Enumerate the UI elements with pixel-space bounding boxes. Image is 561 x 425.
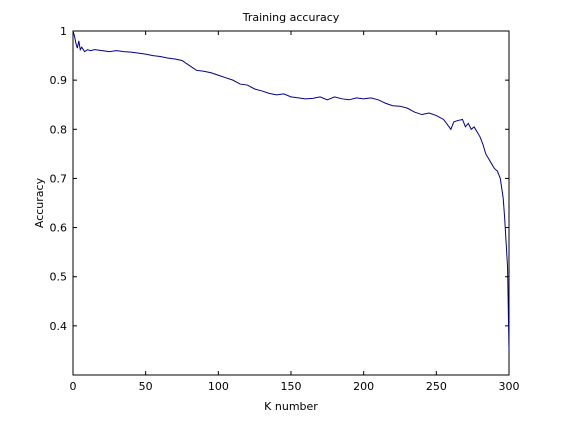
x-tick-label: 0 <box>70 380 77 393</box>
plot-area <box>73 31 509 375</box>
y-tick-label: 0.4 <box>50 320 68 333</box>
y-tick-label: 0.7 <box>50 172 68 185</box>
x-tick-label: 200 <box>353 380 374 393</box>
y-tick-label: 0.8 <box>50 123 68 136</box>
x-axis-label: K number <box>264 400 318 413</box>
y-tick-label: 0.5 <box>50 271 68 284</box>
x-tick-label: 300 <box>499 380 520 393</box>
x-tick-label: 100 <box>208 380 229 393</box>
y-tick-label: 1 <box>60 25 67 38</box>
x-tick-label: 150 <box>281 380 302 393</box>
y-tick-label: 0.9 <box>50 74 68 87</box>
chart-title: Training accuracy <box>242 11 340 24</box>
y-tick-label: 0.6 <box>50 222 68 235</box>
x-tick-label: 250 <box>426 380 447 393</box>
x-tick-label: 50 <box>139 380 153 393</box>
y-axis-label: Accuracy <box>33 177 46 228</box>
